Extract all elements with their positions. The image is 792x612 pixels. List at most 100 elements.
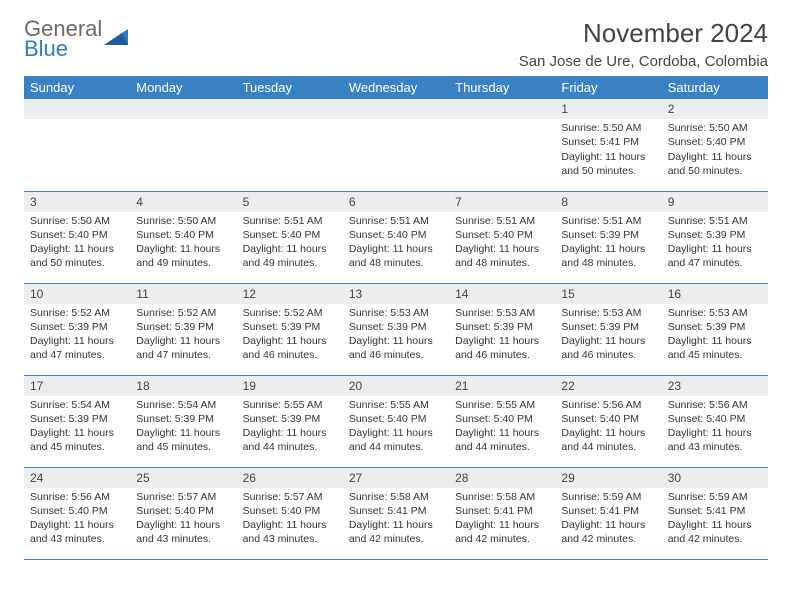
day-info-line: Sunset: 5:39 PM: [243, 412, 337, 426]
day-body: Sunrise: 5:51 AMSunset: 5:39 PMDaylight:…: [555, 212, 661, 275]
calendar-week-row: 10Sunrise: 5:52 AMSunset: 5:39 PMDayligh…: [24, 283, 768, 375]
day-info-line: Sunrise: 5:53 AM: [455, 306, 549, 320]
day-info-line: Sunrise: 5:50 AM: [30, 214, 124, 228]
day-body: Sunrise: 5:57 AMSunset: 5:40 PMDaylight:…: [237, 488, 343, 551]
day-number: 21: [449, 376, 555, 396]
day-number: .: [24, 99, 130, 119]
day-number: 30: [662, 468, 768, 488]
day-body: Sunrise: 5:52 AMSunset: 5:39 PMDaylight:…: [24, 304, 130, 367]
weekday-header: Wednesday: [343, 76, 449, 99]
day-info-line: Sunset: 5:40 PM: [349, 412, 443, 426]
calendar-day-cell: 12Sunrise: 5:52 AMSunset: 5:39 PMDayligh…: [237, 283, 343, 375]
weekday-header: Monday: [130, 76, 236, 99]
day-number: 24: [24, 468, 130, 488]
day-body: Sunrise: 5:51 AMSunset: 5:40 PMDaylight:…: [237, 212, 343, 275]
day-number: .: [130, 99, 236, 119]
day-info-line: Sunrise: 5:51 AM: [349, 214, 443, 228]
day-number: 7: [449, 192, 555, 212]
calendar-body: .....1Sunrise: 5:50 AMSunset: 5:41 PMDay…: [24, 99, 768, 559]
day-info-line: Sunrise: 5:59 AM: [668, 490, 762, 504]
day-info-line: Daylight: 11 hours and 46 minutes.: [243, 334, 337, 362]
day-body: Sunrise: 5:50 AMSunset: 5:40 PMDaylight:…: [662, 119, 768, 182]
day-number: 27: [343, 468, 449, 488]
day-info-line: Sunrise: 5:57 AM: [136, 490, 230, 504]
day-number: 16: [662, 284, 768, 304]
day-number: 14: [449, 284, 555, 304]
day-info-line: Sunrise: 5:50 AM: [136, 214, 230, 228]
day-info-line: Sunset: 5:39 PM: [668, 228, 762, 242]
day-number: 15: [555, 284, 661, 304]
day-info-line: Sunset: 5:40 PM: [561, 412, 655, 426]
calendar-day-cell: 26Sunrise: 5:57 AMSunset: 5:40 PMDayligh…: [237, 467, 343, 559]
day-body: Sunrise: 5:58 AMSunset: 5:41 PMDaylight:…: [343, 488, 449, 551]
brand-logo: General Blue: [24, 18, 132, 60]
day-info-line: Sunset: 5:40 PM: [243, 504, 337, 518]
calendar-day-cell: .: [343, 99, 449, 191]
day-info-line: Sunset: 5:40 PM: [668, 412, 762, 426]
day-info-line: Sunrise: 5:55 AM: [243, 398, 337, 412]
day-number: 6: [343, 192, 449, 212]
day-number: .: [237, 99, 343, 119]
day-info-line: Sunrise: 5:56 AM: [30, 490, 124, 504]
day-info-line: Sunset: 5:41 PM: [668, 504, 762, 518]
day-info-line: Sunrise: 5:54 AM: [136, 398, 230, 412]
calendar-day-cell: 21Sunrise: 5:55 AMSunset: 5:40 PMDayligh…: [449, 375, 555, 467]
brand-triangle-icon: [104, 27, 132, 51]
day-info-line: Daylight: 11 hours and 48 minutes.: [349, 242, 443, 270]
day-body: Sunrise: 5:50 AMSunset: 5:40 PMDaylight:…: [24, 212, 130, 275]
calendar-day-cell: 16 Sunrise: 5:53 AMSunset: 5:39 PMDayligh…: [662, 283, 768, 375]
day-number: .: [449, 99, 555, 119]
day-info-line: Daylight: 11 hours and 42 minutes.: [349, 518, 443, 546]
day-info-line: Daylight: 11 hours and 47 minutes.: [136, 334, 230, 362]
calendar-week-row: 3Sunrise: 5:50 AMSunset: 5:40 PMDaylight…: [24, 191, 768, 283]
header: General Blue November 2024 San Jose de U…: [24, 18, 768, 70]
day-body: Sunrise: 5:53 AMSunset: 5:39 PMDaylight:…: [449, 304, 555, 367]
calendar-day-cell: 2Sunrise: 5:50 AMSunset: 5:40 PMDaylight…: [662, 99, 768, 191]
day-info-line: Daylight: 11 hours and 44 minutes.: [349, 426, 443, 454]
weekday-header: Saturday: [662, 76, 768, 99]
day-info-line: Sunrise: 5:53 AM: [668, 306, 762, 320]
day-info-line: Daylight: 11 hours and 50 minutes.: [561, 150, 655, 178]
day-info-line: Sunset: 5:39 PM: [30, 320, 124, 334]
calendar-day-cell: .: [24, 99, 130, 191]
day-info-line: Sunset: 5:39 PM: [455, 320, 549, 334]
day-info-line: Sunrise: 5:51 AM: [561, 214, 655, 228]
day-info-line: Sunrise: 5:58 AM: [349, 490, 443, 504]
day-body: [449, 119, 555, 125]
day-info-line: Daylight: 11 hours and 45 minutes.: [668, 334, 762, 362]
day-info-line: Daylight: 11 hours and 47 minutes.: [30, 334, 124, 362]
calendar-week-row: .....1Sunrise: 5:50 AMSunset: 5:41 PMDay…: [24, 99, 768, 191]
calendar-day-cell: .: [130, 99, 236, 191]
day-number: 19: [237, 376, 343, 396]
day-info-line: Sunset: 5:39 PM: [668, 320, 762, 334]
calendar-day-cell: .: [449, 99, 555, 191]
calendar-day-cell: 30Sunrise: 5:59 AMSunset: 5:41 PMDayligh…: [662, 467, 768, 559]
calendar-day-cell: 22Sunrise: 5:56 AMSunset: 5:40 PMDayligh…: [555, 375, 661, 467]
day-number: 12: [237, 284, 343, 304]
calendar-day-cell: 14Sunrise: 5:53 AMSunset: 5:39 PMDayligh…: [449, 283, 555, 375]
calendar-day-cell: 27Sunrise: 5:58 AMSunset: 5:41 PMDayligh…: [343, 467, 449, 559]
day-info-line: Sunset: 5:40 PM: [30, 228, 124, 242]
day-info-line: Daylight: 11 hours and 42 minutes.: [455, 518, 549, 546]
calendar-day-cell: 3Sunrise: 5:50 AMSunset: 5:40 PMDaylight…: [24, 191, 130, 283]
day-body: Sunrise: 5:55 AMSunset: 5:40 PMDaylight:…: [343, 396, 449, 459]
day-info-line: Sunrise: 5:53 AM: [349, 306, 443, 320]
day-body: Sunrise: 5:52 AMSunset: 5:39 PMDaylight:…: [237, 304, 343, 367]
day-info-line: Daylight: 11 hours and 43 minutes.: [136, 518, 230, 546]
day-info-line: Sunrise: 5:57 AM: [243, 490, 337, 504]
calendar-day-cell: 19Sunrise: 5:55 AMSunset: 5:39 PMDayligh…: [237, 375, 343, 467]
day-number: .: [343, 99, 449, 119]
day-info-line: Daylight: 11 hours and 50 minutes.: [668, 150, 762, 178]
calendar-day-cell: 25Sunrise: 5:57 AMSunset: 5:40 PMDayligh…: [130, 467, 236, 559]
day-body: Sunrise: 5:58 AMSunset: 5:41 PMDaylight:…: [449, 488, 555, 551]
day-info-line: Daylight: 11 hours and 43 minutes.: [30, 518, 124, 546]
calendar-day-cell: 9Sunrise: 5:51 AMSunset: 5:39 PMDaylight…: [662, 191, 768, 283]
day-info-line: Sunset: 5:40 PM: [455, 228, 549, 242]
day-info-line: Sunset: 5:40 PM: [668, 135, 762, 149]
day-body: [24, 119, 130, 125]
day-info-line: Sunrise: 5:55 AM: [455, 398, 549, 412]
day-body: Sunrise: 5:54 AMSunset: 5:39 PMDaylight:…: [24, 396, 130, 459]
day-info-line: Sunrise: 5:52 AM: [136, 306, 230, 320]
day-info-line: Sunset: 5:39 PM: [136, 412, 230, 426]
day-info-line: Sunrise: 5:52 AM: [30, 306, 124, 320]
